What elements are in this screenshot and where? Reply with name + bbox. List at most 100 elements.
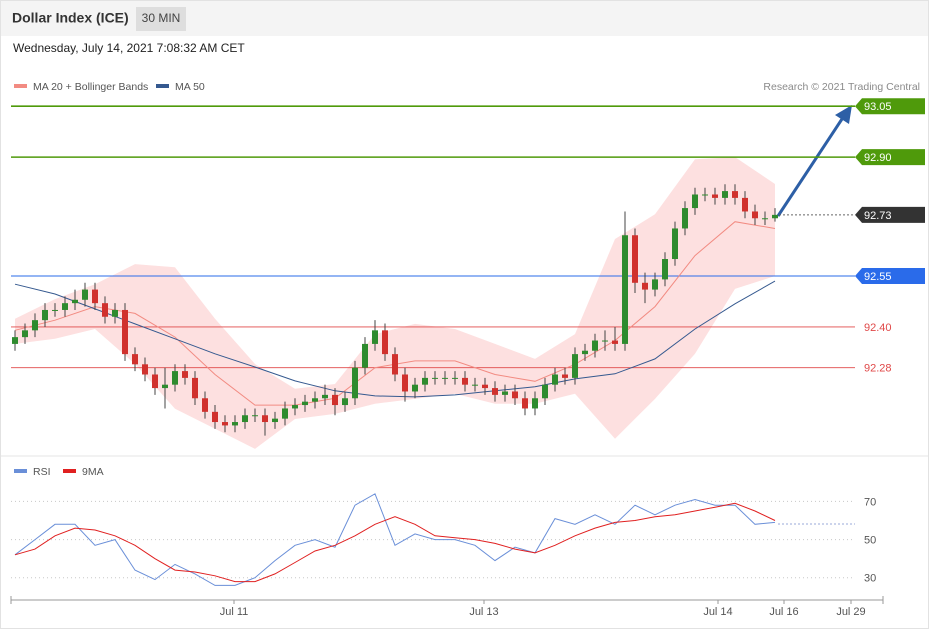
candle-body <box>742 197 748 212</box>
candle-body <box>32 320 38 331</box>
candle-body <box>102 303 108 317</box>
candle-body <box>592 340 598 351</box>
candle-body <box>272 418 278 423</box>
level-label: 92.28 <box>864 363 892 375</box>
interval-label[interactable]: 30 MIN <box>142 11 181 25</box>
candle-body <box>472 384 478 386</box>
candle-body <box>42 309 48 321</box>
candle-body <box>642 282 648 290</box>
x-tick-label: Jul 11 <box>220 606 249 618</box>
candle-body <box>552 374 558 385</box>
candle-body <box>732 191 738 198</box>
rsi-line <box>14 493 776 586</box>
credit: Research © 2021 Trading Central <box>763 81 920 93</box>
level-label: 92.55 <box>864 271 892 283</box>
candle-body <box>152 374 158 389</box>
candle-body <box>382 330 388 355</box>
legend-label: MA 20 + Bollinger Bands <box>33 81 148 93</box>
level-tag <box>855 98 925 115</box>
candle-body <box>612 340 618 344</box>
candle-body <box>62 303 68 310</box>
candle-body <box>232 422 238 426</box>
x-tick-label: Jul 14 <box>703 606 732 618</box>
candle-body <box>762 218 768 220</box>
candle-body <box>752 211 758 219</box>
x-tick-label: Jul 29 <box>836 606 865 618</box>
rsi-line <box>14 502 776 583</box>
legend-label: RSI <box>33 466 51 478</box>
candle-body <box>562 374 568 378</box>
candle-body <box>282 408 288 419</box>
candle-body <box>212 411 218 423</box>
candle-body <box>692 194 698 209</box>
level-label: 92.90 <box>864 152 892 164</box>
level-label: 92.73 <box>864 210 892 222</box>
candle-body <box>252 415 258 417</box>
candle-body <box>672 228 678 260</box>
candle-body <box>772 214 778 219</box>
candle-body <box>502 391 508 395</box>
level-tag <box>855 206 925 223</box>
candle-body <box>602 340 608 342</box>
candle-body <box>522 398 528 409</box>
candle-body <box>572 354 578 378</box>
candle-body <box>632 235 638 283</box>
candle-body <box>482 384 488 389</box>
candle-body <box>222 422 228 426</box>
candle-body <box>452 377 458 379</box>
candle-body <box>712 194 718 198</box>
candle-body <box>702 194 708 196</box>
candle-body <box>682 208 688 229</box>
candle-body <box>332 394 338 406</box>
candle-body <box>392 354 398 375</box>
legend-swatch <box>63 469 76 473</box>
candle-body <box>442 377 448 379</box>
y-tick-label: 30 <box>864 573 876 585</box>
candle-body <box>492 388 498 395</box>
candle-body <box>302 401 308 406</box>
candle-body <box>242 415 248 423</box>
candle-body <box>532 398 538 409</box>
candle-body <box>132 354 138 365</box>
candle-body <box>622 235 628 344</box>
candle-body <box>722 191 728 198</box>
forecast-arrow <box>776 118 844 217</box>
candle-body <box>412 384 418 392</box>
legend-label: MA 50 <box>175 81 205 93</box>
candle-body <box>262 415 268 423</box>
interval-button[interactable] <box>136 7 186 31</box>
candle-body <box>542 384 548 399</box>
candle-body <box>52 309 58 311</box>
candle-body <box>362 343 368 368</box>
candle-body <box>122 309 128 355</box>
level-tag <box>855 268 925 284</box>
timestamp: Wednesday, July 14, 2021 7:08:32 AM CET <box>13 41 245 55</box>
candle-body <box>82 289 88 300</box>
x-tick-label: Jul 13 <box>469 606 498 618</box>
x-tick-label: Jul 16 <box>769 606 798 618</box>
candle-body <box>462 377 468 385</box>
candle-body <box>662 259 668 280</box>
candle-body <box>512 391 518 399</box>
y-tick-label: 70 <box>864 496 876 508</box>
candle-body <box>172 371 178 385</box>
candle-body <box>142 364 148 375</box>
bollinger-band <box>15 157 775 449</box>
title: Dollar Index (ICE) <box>12 10 129 26</box>
candle-body <box>372 330 378 344</box>
legend-label: 9MA <box>82 466 104 478</box>
candle-body <box>112 309 118 317</box>
y-tick-label: 50 <box>864 534 876 546</box>
level-tag <box>855 149 925 166</box>
candle-body <box>22 330 28 338</box>
candle-body <box>582 350 588 355</box>
forecast-arrowhead <box>835 105 852 124</box>
candle-body <box>312 398 318 402</box>
candle-body <box>652 279 658 290</box>
level-label: 93.05 <box>864 101 892 113</box>
legend-swatch <box>14 84 27 88</box>
candle-body <box>182 371 188 378</box>
candle-body <box>322 394 328 399</box>
candle-body <box>292 405 298 409</box>
